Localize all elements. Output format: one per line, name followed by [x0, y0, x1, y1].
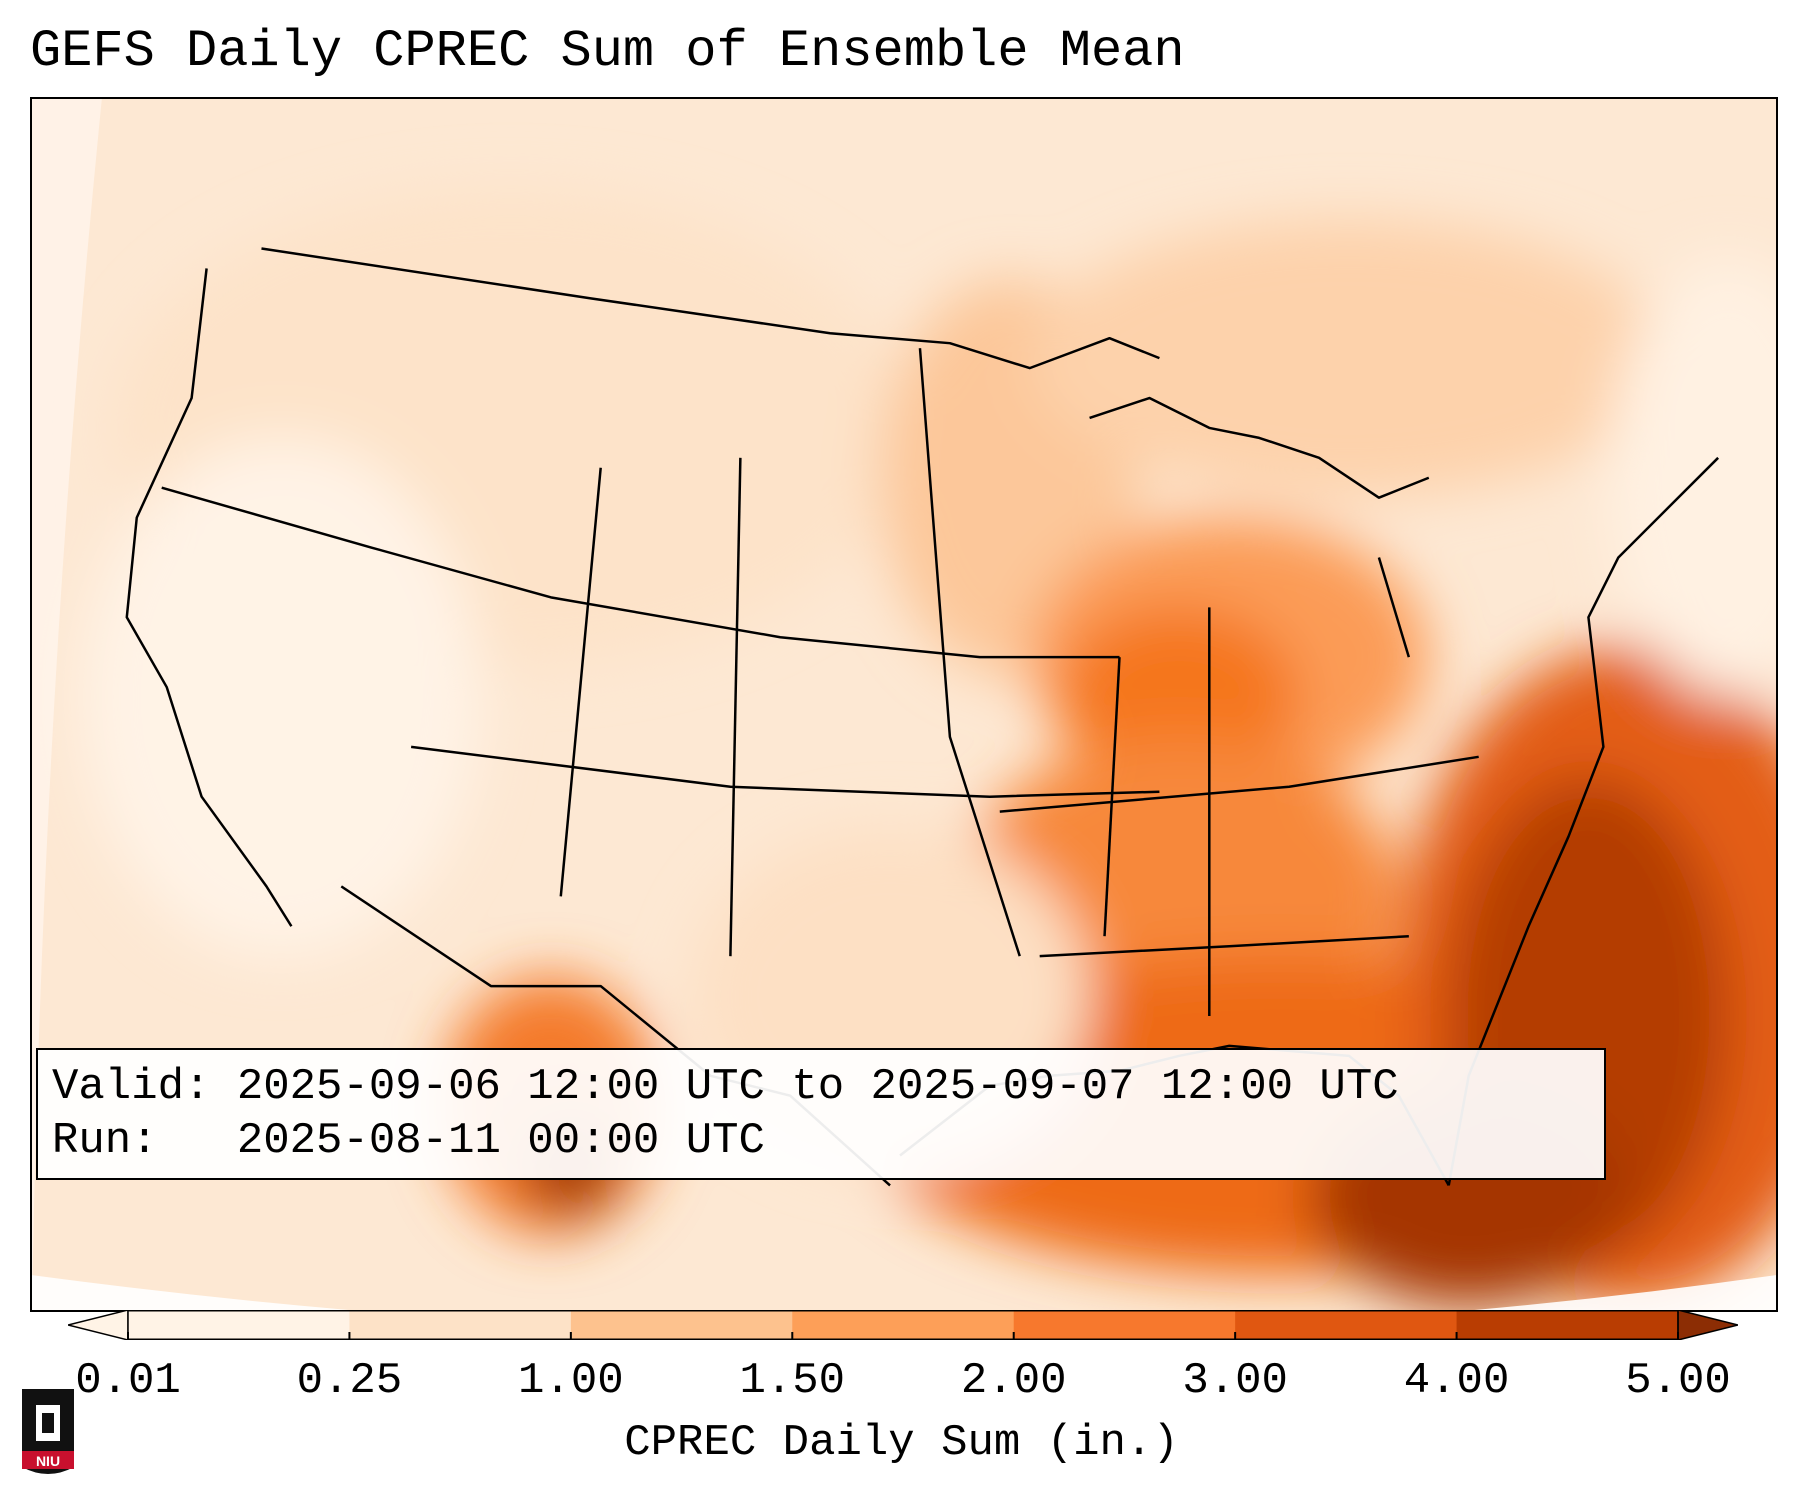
colorbar-segment [1013, 1310, 1236, 1340]
colorbar-segment [792, 1310, 1015, 1340]
colorbar-tick-label: 3.00 [1182, 1356, 1288, 1406]
colorbar-tick-label: 5.00 [1625, 1356, 1731, 1406]
great-lakes [1089, 396, 1430, 499]
border-line-4 [1039, 934, 1409, 958]
colorbar-tick-label: 0.25 [296, 1356, 403, 1406]
logo-band [22, 1451, 74, 1469]
domain-edge-bottom [32, 1275, 1776, 1310]
colorbar-segment [349, 1310, 572, 1340]
colorbar-segment [128, 1310, 350, 1340]
run-label: Run: [52, 1116, 158, 1166]
colorbar-segment [1456, 1310, 1679, 1340]
colorbar-segment [570, 1310, 793, 1340]
us-canada-border [261, 247, 1160, 370]
border-line-1 [161, 486, 1120, 659]
border-line-3 [999, 755, 1479, 813]
colorbar-extend-low [68, 1310, 129, 1340]
border-line-2 [410, 745, 1160, 798]
state-borders [125, 247, 1720, 1187]
colorbar-tick-label: 0.01 [75, 1356, 181, 1406]
colorbar-tick-label: 2.00 [960, 1356, 1067, 1406]
atlantic-coast [1447, 456, 1720, 1186]
valid-value: 2025-09-06 12:00 UTC to 2025-09-07 12:00… [236, 1062, 1399, 1112]
run-value: 2025-08-11 00:00 UTC [236, 1116, 765, 1166]
niu-logo: NIU [22, 1389, 74, 1474]
border-line-5 [559, 467, 602, 897]
info-box: Valid: 2025-09-06 12:00 UTC to 2025-09-0… [36, 1048, 1606, 1180]
colorbar-tick-label: 1.50 [739, 1356, 846, 1406]
logo-tower-window [42, 1413, 54, 1433]
colorbar-label: CPREC Daily Sum (in.) [624, 1418, 1179, 1468]
colorbar-segment [1235, 1310, 1458, 1340]
border-line-8 [1103, 657, 1121, 937]
border-line-6 [729, 457, 742, 957]
border-line-7 [918, 348, 1021, 957]
pacific-coast [125, 268, 293, 927]
border-line-10 [1377, 557, 1411, 658]
colorbar [68, 1310, 1738, 1340]
colorbar-extend-high [1677, 1310, 1738, 1340]
map-title: GEFS Daily CPREC Sum of Ensemble Mean [30, 22, 1185, 81]
colorbar-tick-label: 4.00 [1403, 1356, 1510, 1406]
valid-label: Valid: [52, 1062, 211, 1112]
colorbar-outline [127, 1310, 1679, 1340]
colorbar-tick-label: 1.00 [518, 1356, 624, 1406]
logo-text: NIU [36, 1453, 60, 1469]
domain-edge-left [32, 99, 102, 1310]
